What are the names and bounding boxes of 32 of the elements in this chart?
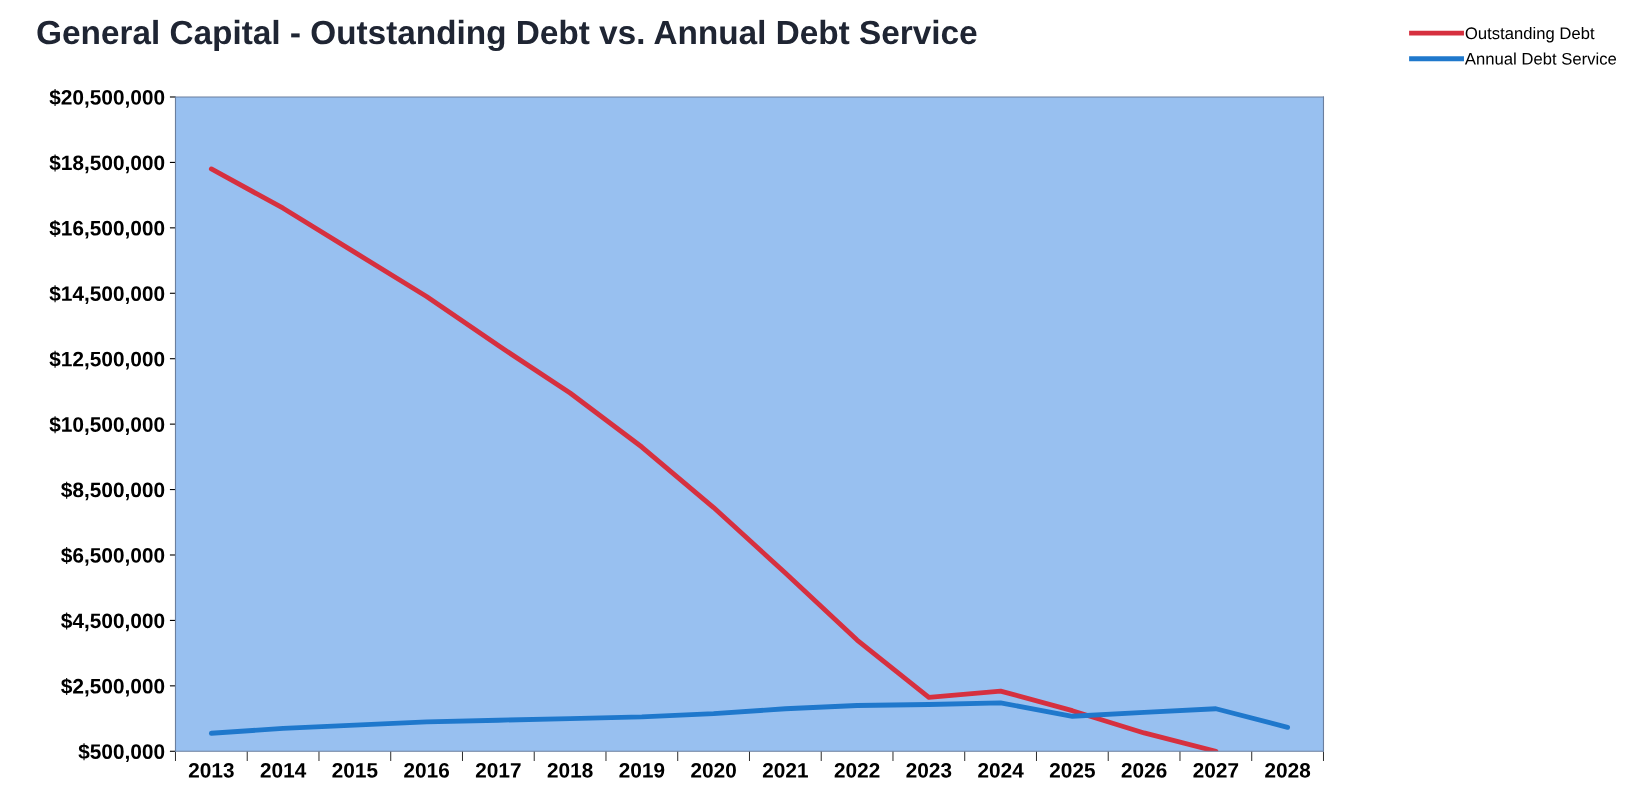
y-tick-label: $2,500,000 — [61, 677, 165, 697]
chart-title: General Capital - Outstanding Debt vs. Annual Debt Service — [37, 19, 977, 52]
line-series — [208, 700, 1291, 736]
x-tick-label: 2021 — [762, 762, 808, 778]
y-tick-label: $4,500,000 — [61, 612, 165, 632]
x-tick-label: 2023 — [906, 762, 952, 778]
x-tick-label: 2019 — [619, 762, 665, 778]
x-tick-label: 2027 — [1193, 762, 1239, 778]
y-tick-label: $10,500,000 — [49, 416, 165, 435]
x-tick-label: 2022 — [834, 762, 880, 778]
x-tick-label: 2014 — [260, 762, 307, 778]
x-tick-label: 2020 — [691, 762, 736, 778]
y-tick-label: $6,500,000 — [61, 547, 165, 566]
y-tick-label: $14,500,000 — [49, 285, 165, 305]
y-tick-label: $16,500,000 — [49, 219, 165, 239]
x-tick-label: 2026 — [1121, 762, 1167, 778]
y-tick-label: $18,500,000 — [49, 154, 165, 174]
legend-label: Outstanding Debt — [1465, 26, 1595, 43]
x-tick-label: 2025 — [1049, 762, 1095, 778]
y-tick-label: $500,000 — [78, 743, 165, 763]
x-tick-label: 2018 — [547, 762, 593, 778]
y-tick-label: $20,500,000 — [49, 89, 165, 108]
line-series — [208, 166, 1219, 752]
x-tick-label: 2017 — [475, 762, 521, 778]
x-tick-label: 2016 — [404, 762, 450, 778]
y-tick-label: $8,500,000 — [61, 481, 165, 501]
x-tick-label: 2015 — [332, 762, 378, 778]
legend-label: Annual Debt Service — [1464, 52, 1617, 65]
y-tick-label: $12,500,000 — [49, 350, 165, 370]
x-tick-label: 2013 — [188, 762, 234, 778]
x-tick-label: 2028 — [1265, 762, 1311, 778]
x-tick-label: 2024 — [978, 762, 1024, 778]
